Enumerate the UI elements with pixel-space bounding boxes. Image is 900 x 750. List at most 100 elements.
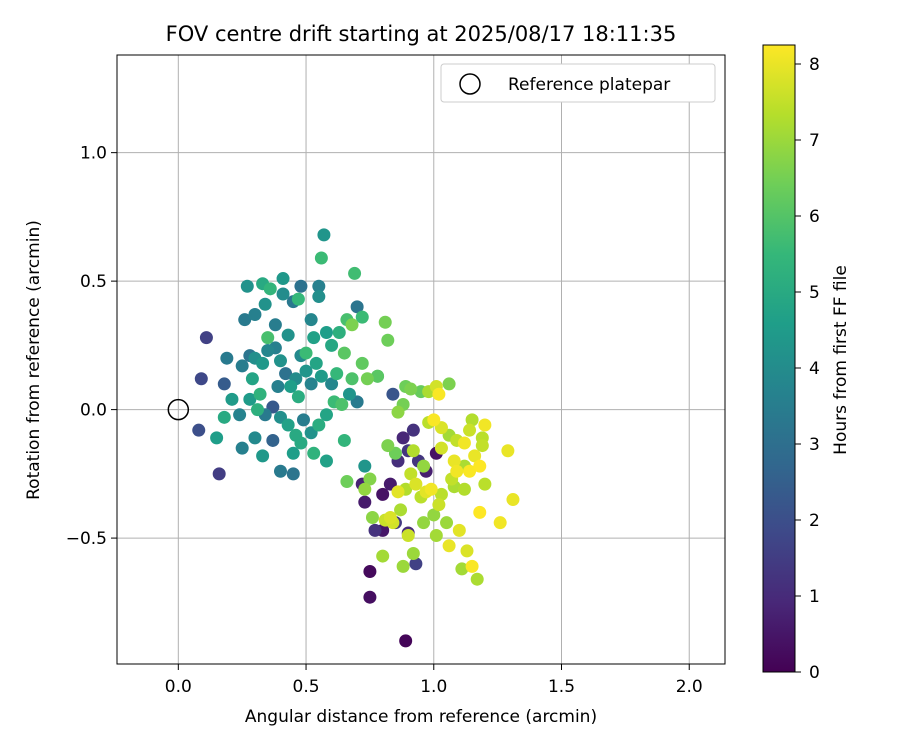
data-point (427, 508, 441, 522)
data-point (442, 539, 456, 553)
data-point (268, 318, 282, 332)
data-point (256, 356, 270, 370)
data-point (281, 328, 295, 342)
data-point (358, 482, 372, 496)
data-point (355, 310, 369, 324)
data-point (478, 477, 492, 491)
data-point (427, 413, 441, 427)
data-point (294, 279, 308, 293)
data-point (406, 547, 420, 561)
data-point (261, 331, 275, 345)
data-point (299, 364, 313, 378)
data-point (473, 505, 487, 519)
data-point (463, 423, 477, 437)
data-point (337, 433, 351, 447)
data-point (381, 439, 395, 453)
data-point (440, 516, 454, 530)
y-axis-label: Rotation from reference (arcmin) (24, 220, 44, 500)
y-tick-label: 1.0 (80, 144, 107, 164)
data-point (406, 423, 420, 437)
data-point (225, 392, 239, 406)
x-tick-label: 0.5 (293, 677, 320, 697)
data-point (452, 523, 466, 537)
colorbar-gradient (762, 44, 796, 673)
colorbar-tick-label: 7 (809, 131, 820, 151)
data-point (424, 482, 438, 496)
legend-box (440, 63, 716, 103)
data-point (378, 315, 392, 329)
data-point (314, 251, 328, 265)
data-point (233, 408, 247, 422)
data-point (304, 377, 318, 391)
data-point (360, 372, 374, 386)
data-point (217, 377, 231, 391)
data-point (325, 338, 339, 352)
data-point (238, 313, 252, 327)
data-point (450, 464, 464, 478)
data-point (273, 354, 287, 368)
data-point (312, 290, 326, 304)
legend: Reference platepar (440, 63, 716, 103)
colorbar-tick-label: 3 (809, 435, 820, 455)
data-point (194, 372, 208, 386)
data-point (192, 423, 206, 437)
data-point (245, 372, 259, 386)
data-point (457, 482, 471, 496)
x-axis-label: Angular distance from reference (arcmin) (245, 707, 597, 727)
data-point (348, 266, 362, 280)
data-point (363, 472, 377, 486)
data-point (350, 300, 364, 314)
data-point (470, 572, 484, 586)
data-point (210, 431, 224, 445)
data-point (447, 454, 461, 468)
data-point (307, 331, 321, 345)
colorbar-tick-label: 4 (809, 359, 820, 379)
grid (117, 55, 725, 664)
data-point (291, 390, 305, 404)
data-point (342, 387, 356, 401)
data-point (363, 590, 377, 604)
chart-title: FOV centre drift starting at 2025/08/17 … (166, 22, 677, 46)
data-point (330, 367, 344, 381)
data-point (493, 516, 507, 530)
data-point (394, 503, 408, 517)
data-point (457, 436, 471, 450)
colorbar-tick-label: 8 (809, 55, 820, 75)
data-point (266, 433, 280, 447)
data-point (463, 464, 477, 478)
colorbar-label: Hours from first FF file (831, 265, 851, 455)
x-tick-label: 2.0 (676, 677, 703, 697)
data-point (294, 436, 308, 450)
data-point (478, 418, 492, 432)
data-point (409, 557, 423, 571)
data-point (429, 529, 443, 543)
data-point (271, 379, 285, 393)
data-point (404, 382, 418, 396)
data-point (243, 392, 257, 406)
data-point (251, 403, 265, 417)
plot-frame (116, 54, 726, 665)
data-point (199, 331, 213, 345)
colorbar-tick-label: 0 (809, 663, 820, 683)
data-point (296, 413, 310, 427)
data-point (319, 326, 333, 340)
data-point (286, 446, 300, 460)
data-point (355, 356, 369, 370)
data-point (465, 413, 479, 427)
data-point (279, 367, 293, 381)
data-point (314, 369, 328, 383)
data-point (319, 454, 333, 468)
data-points (192, 228, 520, 648)
reference-layer (167, 398, 190, 421)
data-point (465, 559, 479, 573)
data-point (434, 441, 448, 455)
data-point (304, 313, 318, 327)
y-tick-label: −0.5 (66, 529, 107, 549)
data-point (417, 459, 431, 473)
data-point (276, 272, 290, 286)
data-point (391, 485, 405, 499)
data-point (396, 559, 410, 573)
data-point (340, 475, 354, 489)
data-point (235, 359, 249, 373)
data-point (217, 410, 231, 424)
